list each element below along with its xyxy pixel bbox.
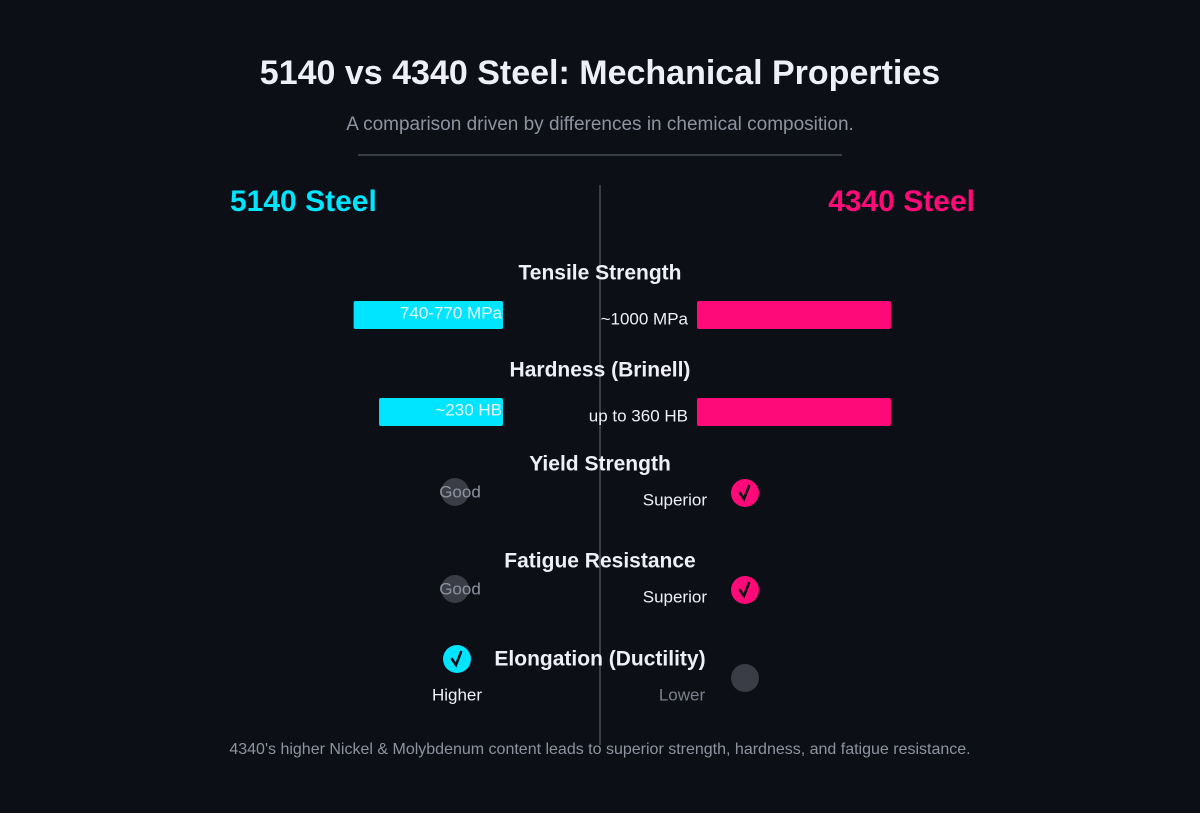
row-label: Tensile Strength xyxy=(519,262,682,285)
check-mark xyxy=(738,581,751,599)
row-label: Yield Strength xyxy=(529,453,671,476)
row-label: Elongation (Ductility) xyxy=(494,648,705,671)
check-mark xyxy=(738,484,751,502)
bar xyxy=(353,301,503,329)
check-mark xyxy=(450,650,463,668)
bar-label: 740-770 MPa xyxy=(400,303,503,322)
neutral-badge xyxy=(441,478,469,506)
column-header: 5140 Steel xyxy=(230,185,377,218)
neutral-badge xyxy=(731,664,759,692)
title: 5140 vs 4340 Steel: Mechanical Propertie… xyxy=(260,54,940,92)
rating-label: Higher xyxy=(432,685,482,704)
bar xyxy=(697,301,891,329)
column-header: 4340 Steel xyxy=(828,185,975,218)
neutral-badge xyxy=(441,575,469,603)
bar-label: up to 360 HB xyxy=(589,406,688,425)
footer: 4340's higher Nickel & Molybdenum conten… xyxy=(229,741,970,758)
bar-label: ~230 HB xyxy=(435,400,502,419)
rating-label: Good xyxy=(439,579,481,598)
rating-label: Lower xyxy=(659,685,706,704)
rating-label: Superior xyxy=(643,490,708,509)
row-label: Fatigue Resistance xyxy=(504,550,695,573)
subtitle: A comparison driven by differences in ch… xyxy=(346,114,854,135)
bar xyxy=(697,398,891,426)
rating-label: Superior xyxy=(643,587,708,606)
bar xyxy=(379,398,503,426)
row-label: Hardness (Brinell) xyxy=(510,359,691,382)
rating-label: Good xyxy=(439,482,481,501)
bar-label: ~1000 MPa xyxy=(601,309,689,328)
